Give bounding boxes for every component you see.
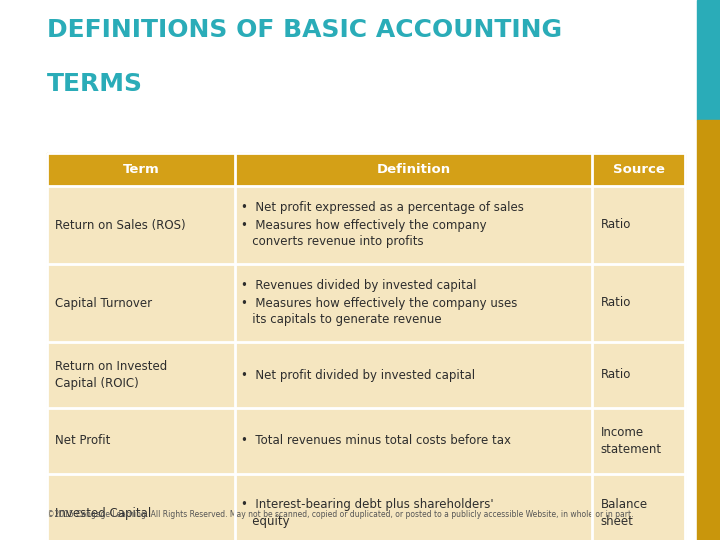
Bar [593,474,685,540]
Text: TERMS: TERMS [47,72,143,96]
Text: Term: Term [122,163,160,176]
Bar [235,186,593,264]
Bar [593,153,685,186]
Bar [47,186,235,264]
Bar [47,408,235,474]
Text: Return on Invested
Capital (ROIC): Return on Invested Capital (ROIC) [55,360,167,390]
Bar [47,153,235,186]
Text: •  Net profit expressed as a percentage of sales
•  Measures how effectively the: • Net profit expressed as a percentage o… [241,201,524,248]
Text: •  Revenues divided by invested capital
•  Measures how effectively the company : • Revenues divided by invested capital •… [241,280,518,327]
Bar [593,408,685,474]
Bar [47,153,685,540]
Bar [697,120,720,540]
Bar [47,264,235,342]
Bar [235,474,593,540]
Bar [235,342,593,408]
Text: Return on Sales (ROS): Return on Sales (ROS) [55,219,186,232]
Text: Ratio: Ratio [600,368,631,381]
Bar [697,0,720,120]
Bar [235,264,593,342]
Bar [235,153,593,186]
Bar [593,264,685,342]
Text: DEFINITIONS OF BASIC ACCOUNTING: DEFINITIONS OF BASIC ACCOUNTING [47,18,562,42]
Text: Capital Turnover: Capital Turnover [55,296,152,309]
Text: Income
statement: Income statement [600,426,662,456]
Text: Balance
sheet: Balance sheet [600,498,647,528]
Text: ©2015 Cengage Learning. All Rights Reserved. May not be scanned, copied or dupli: ©2015 Cengage Learning. All Rights Reser… [47,510,634,519]
Text: Definition: Definition [377,163,451,176]
Bar [47,342,235,408]
Bar [235,408,593,474]
Text: •  Net profit divided by invested capital: • Net profit divided by invested capital [241,368,475,381]
Text: Ratio: Ratio [600,219,631,232]
Text: Ratio: Ratio [600,296,631,309]
Text: •  Interest-bearing debt plus shareholders'
   equity: • Interest-bearing debt plus shareholder… [241,498,494,528]
Text: Net Profit: Net Profit [55,435,110,448]
Text: Invested Capital: Invested Capital [55,507,151,519]
Bar [47,474,235,540]
Bar [593,342,685,408]
Bar [593,186,685,264]
Text: •  Total revenues minus total costs before tax: • Total revenues minus total costs befor… [241,435,511,448]
Text: Source: Source [613,163,665,176]
